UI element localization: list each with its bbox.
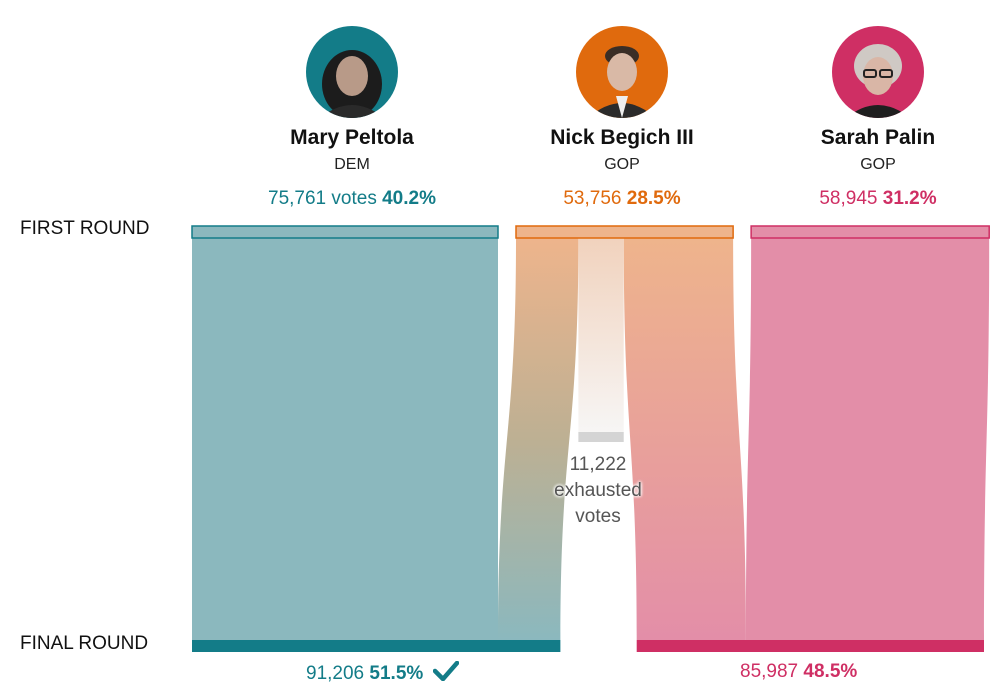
final-round-bar bbox=[192, 640, 561, 652]
candidate-peltola: Mary Peltola DEM 75,761 votes 40.2% bbox=[232, 26, 472, 210]
first-round-pct: 28.5% bbox=[626, 188, 681, 209]
candidate-begich: Nick Begich III GOP 53,756 28.5% bbox=[502, 26, 742, 210]
final-votes: 85,987 bbox=[740, 661, 799, 682]
first-round-votes: 75,761 votes bbox=[268, 188, 377, 209]
first-round-votes: 58,945 bbox=[819, 188, 878, 209]
candidate-party: GOP bbox=[604, 156, 640, 173]
portrait-icon bbox=[320, 50, 384, 118]
avatar bbox=[832, 26, 924, 118]
flow-begich-to-exhausted bbox=[578, 238, 624, 440]
portrait-icon bbox=[588, 46, 656, 118]
avatar bbox=[576, 26, 668, 118]
candidate-name: Mary Peltola bbox=[290, 126, 414, 149]
final-round-label: FINAL ROUND bbox=[20, 633, 149, 654]
flow-palin-to-palin bbox=[745, 238, 990, 640]
exhausted-count: 11,222 bbox=[569, 454, 627, 475]
first-round-bar bbox=[191, 225, 499, 239]
first-round-bar bbox=[750, 225, 990, 239]
candidate-name: Sarah Palin bbox=[820, 126, 936, 149]
final-round-bar bbox=[636, 640, 984, 652]
candidate-palin: Sarah Palin GOP 58,945 31.2% bbox=[758, 26, 998, 210]
exhausted-line2: votes bbox=[575, 506, 621, 527]
first-round-label: FIRST ROUND bbox=[20, 218, 150, 239]
first-round-pct: 40.2% bbox=[382, 188, 436, 209]
first-round-votes: 53,756 bbox=[563, 188, 622, 209]
portrait-icon bbox=[846, 44, 910, 118]
first-round-result: 58,945 31.2% bbox=[758, 188, 998, 210]
candidate-name: Nick Begich III bbox=[550, 126, 694, 149]
exhausted-bar bbox=[578, 432, 624, 442]
first-round-result: 75,761 votes 40.2% bbox=[232, 188, 472, 210]
candidate-party: GOP bbox=[860, 156, 896, 173]
final-result-peltola: 91,206 51.5% bbox=[306, 660, 459, 687]
flow-begich-to-palin bbox=[623, 238, 746, 640]
avatar bbox=[306, 26, 398, 118]
exhausted-line1: exhausted bbox=[554, 480, 642, 501]
final-pct: 51.5% bbox=[369, 663, 424, 684]
first-round-result: 53,756 28.5% bbox=[502, 188, 742, 210]
flow-begich-to-peltola bbox=[498, 238, 579, 640]
final-result-palin: 85,987 48.5% bbox=[740, 661, 857, 683]
check-icon bbox=[432, 660, 459, 687]
exhausted-votes-label: 11,222 exhausted votes bbox=[528, 452, 668, 530]
final-votes: 91,206 bbox=[306, 663, 365, 684]
candidate-party: DEM bbox=[334, 156, 370, 173]
first-round-pct: 31.2% bbox=[882, 188, 937, 209]
flow-peltola-to-peltola bbox=[192, 238, 498, 640]
first-round-bar bbox=[515, 225, 734, 239]
final-pct: 48.5% bbox=[803, 661, 858, 682]
